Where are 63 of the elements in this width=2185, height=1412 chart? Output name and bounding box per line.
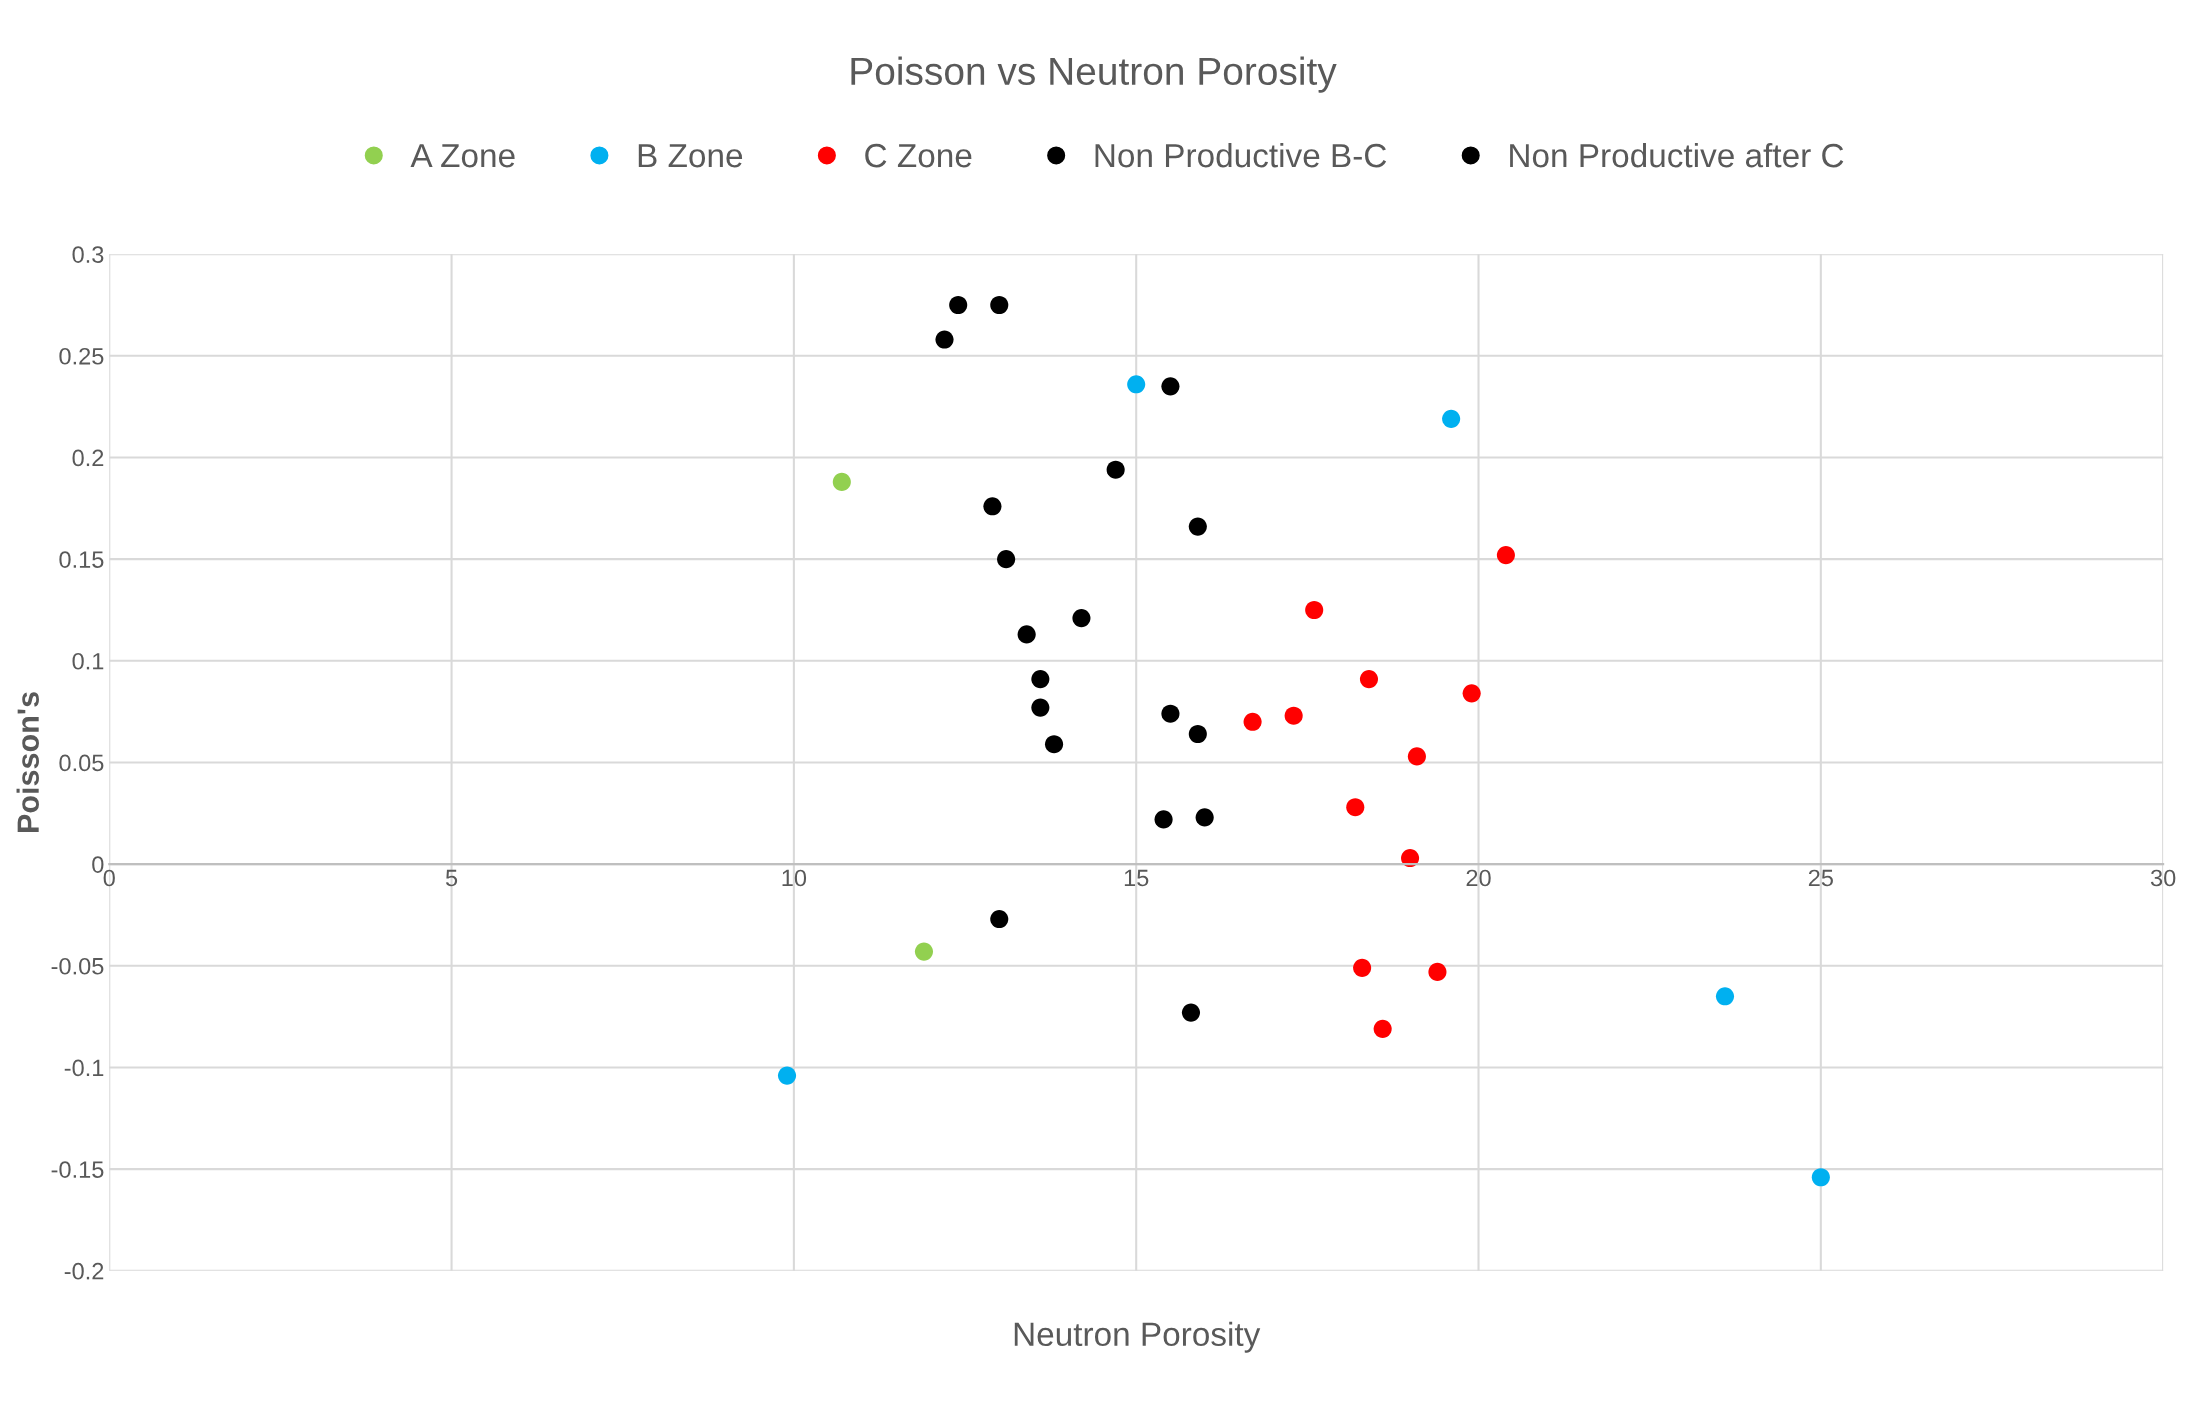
point — [1284, 706, 1303, 725]
point — [1188, 724, 1207, 744]
point — [1044, 735, 1064, 754]
x-axis-title: Neutron Porosity — [1014, 1321, 1261, 1353]
x-tick-label: 25 — [1808, 869, 1833, 887]
point — [832, 472, 851, 491]
point — [1353, 958, 1372, 977]
point — [990, 909, 1009, 929]
y-tick-label: 0.05 — [59, 754, 104, 772]
point — [1031, 698, 1050, 717]
point — [1407, 747, 1426, 766]
legend-label: C Zone — [865, 143, 972, 168]
point — [1428, 962, 1447, 981]
legend-label: A Zone — [410, 144, 515, 168]
y-tick-label: -0.15 — [51, 1161, 104, 1178]
y-axis-title: Poisson's — [16, 692, 39, 832]
point — [1154, 810, 1173, 829]
point — [1188, 517, 1207, 536]
point — [1496, 546, 1515, 565]
point — [1127, 375, 1146, 394]
y-tick-label: -0.1 — [64, 1059, 104, 1077]
x-tick-label: 0 — [103, 869, 115, 887]
point — [983, 497, 1002, 516]
point — [1811, 1168, 1830, 1187]
x-tick-label: 15 — [1124, 869, 1149, 887]
y-tick-label: 0.1 — [72, 652, 104, 670]
point — [1442, 409, 1461, 428]
point — [914, 942, 934, 961]
point — [997, 550, 1016, 569]
legend-label: Non Productive B-C — [1095, 142, 1387, 168]
x-tick-label: 20 — [1466, 869, 1491, 887]
point — [949, 295, 968, 315]
point — [990, 295, 1009, 315]
point — [1161, 377, 1180, 396]
point — [1359, 670, 1379, 689]
point — [1195, 808, 1214, 827]
y-tick-label: -0.05 — [51, 957, 104, 975]
point — [1161, 704, 1180, 723]
y-tick-label: 0.3 — [72, 246, 104, 263]
legend-label: Non Productive after C — [1510, 142, 1844, 168]
legend-label: B Zone — [638, 144, 743, 168]
y-tick-label: 0.25 — [59, 347, 104, 365]
point — [777, 1066, 797, 1085]
point — [1373, 1019, 1392, 1038]
x-tick-label: 30 — [2150, 869, 2176, 887]
point — [935, 330, 954, 349]
point — [1072, 609, 1091, 628]
x-tick-label: 10 — [782, 869, 807, 887]
y-tick-label: 0.15 — [59, 551, 104, 568]
point — [1181, 1003, 1201, 1022]
point — [1715, 987, 1735, 1006]
y-tick-label: 0 — [92, 856, 104, 873]
point — [1305, 600, 1324, 620]
point — [1346, 798, 1365, 817]
x-tick-label: 5 — [445, 869, 458, 887]
point — [1031, 670, 1050, 689]
point — [1462, 684, 1481, 703]
point — [1243, 712, 1262, 731]
y-tick-label: -0.2 — [64, 1262, 104, 1280]
point — [1017, 625, 1036, 644]
y-tick-label: 0.2 — [72, 449, 104, 467]
chart-title: Poisson vs Neutron Porosity — [851, 56, 1337, 93]
point — [1106, 460, 1125, 479]
